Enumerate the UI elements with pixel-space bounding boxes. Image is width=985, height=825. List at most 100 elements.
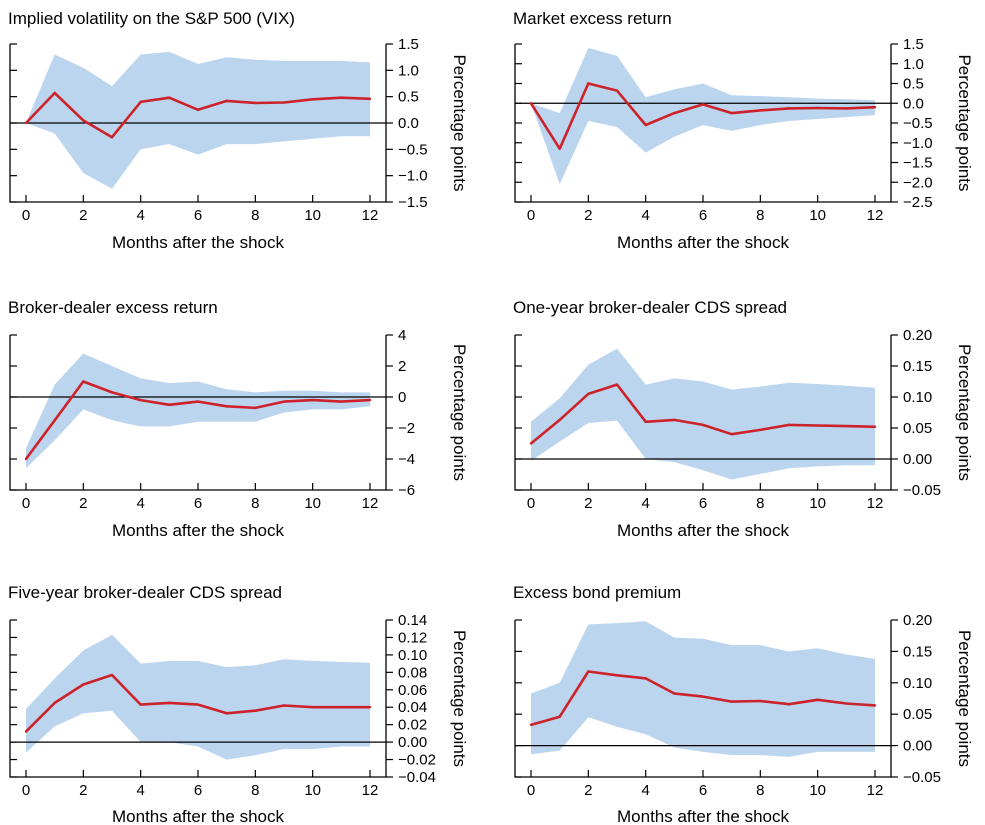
- data-point: [873, 106, 877, 109]
- data-point: [82, 119, 85, 122]
- data-point: [816, 424, 819, 427]
- data-point: [110, 673, 114, 677]
- y-axis-label: Percentage points: [955, 630, 974, 767]
- data-point: [730, 111, 733, 115]
- data-point: [110, 136, 114, 139]
- x-tick-label: 6: [699, 495, 707, 512]
- chart-panel-1: −1.5 −1.0 −0.5 0.0 0.5 1.0 1.5 0 2 4 6 8 10 12 Implied…: [8, 9, 469, 252]
- data-point: [615, 89, 619, 92]
- y-tick-label: 0.05: [903, 706, 932, 723]
- data-point: [368, 97, 372, 100]
- x-tick-label: 0: [22, 495, 30, 512]
- data-point: [787, 702, 791, 706]
- data-point: [701, 103, 705, 106]
- data-point: [644, 677, 647, 680]
- y-tick-label: −0.5: [903, 115, 933, 132]
- x-tick-label: 6: [699, 207, 707, 224]
- y-tick-label: 0.5: [903, 76, 924, 93]
- x-tick-label: 4: [641, 782, 649, 799]
- y-tick-label: 0.20: [903, 327, 932, 344]
- data-point: [701, 423, 705, 427]
- chart-title: Broker-dealer excess return: [8, 298, 218, 317]
- data-point: [24, 121, 28, 125]
- data-point: [368, 398, 372, 402]
- x-tick-label: 10: [809, 495, 826, 512]
- x-tick-label: 0: [527, 495, 535, 512]
- data-point: [24, 730, 28, 733]
- data-point: [82, 683, 85, 686]
- data-point: [254, 101, 257, 105]
- data-point: [282, 704, 286, 707]
- data-point: [311, 98, 314, 101]
- confidence-band: [26, 634, 370, 760]
- data-point: [730, 433, 733, 436]
- x-tick-label: 0: [527, 207, 535, 224]
- y-tick-label: −0.5: [398, 141, 428, 158]
- x-tick-label: 12: [362, 782, 379, 799]
- x-tick-label: 2: [584, 782, 592, 799]
- y-tick-label: −2: [398, 420, 415, 437]
- confidence-band: [531, 348, 875, 480]
- data-point: [196, 108, 200, 112]
- y-tick-label: 0.0: [903, 95, 924, 112]
- x-tick-label: 6: [699, 782, 707, 799]
- data-point: [110, 391, 114, 394]
- data-point: [282, 101, 286, 104]
- y-axis-label: Percentage points: [955, 54, 974, 191]
- confidence-band: [531, 48, 875, 185]
- x-axis-label: Months after the shock: [617, 807, 789, 825]
- y-tick-label: 0.10: [903, 389, 932, 406]
- data-point: [340, 706, 343, 709]
- x-tick-label: 10: [809, 782, 826, 799]
- data-point: [558, 418, 561, 422]
- y-tick-label: 0.04: [398, 699, 427, 716]
- x-tick-label: 12: [362, 495, 379, 512]
- data-point: [340, 400, 343, 403]
- y-tick-label: 4: [398, 327, 406, 344]
- y-axis-label: Percentage points: [450, 344, 469, 481]
- x-tick-label: 8: [251, 782, 259, 799]
- data-point: [340, 96, 343, 99]
- x-tick-label: 2: [584, 207, 592, 224]
- x-tick-label: 8: [756, 207, 764, 224]
- x-tick-label: 6: [194, 207, 202, 224]
- y-tick-label: −2.5: [903, 194, 933, 211]
- data-point: [587, 392, 590, 396]
- confidence-band: [26, 51, 370, 189]
- x-tick-label: 2: [79, 782, 87, 799]
- x-tick-label: 8: [756, 782, 764, 799]
- data-point: [254, 406, 257, 410]
- x-tick-label: 6: [194, 495, 202, 512]
- data-point: [558, 147, 561, 150]
- chart-title: Implied volatility on the S&P 500 (VIX): [8, 9, 295, 28]
- y-tick-label: 1.5: [903, 36, 924, 53]
- y-tick-label: 0.00: [398, 734, 427, 751]
- data-point: [701, 695, 705, 698]
- data-point: [730, 700, 733, 703]
- y-tick-label: 0.08: [398, 664, 427, 681]
- x-tick-label: 2: [79, 495, 87, 512]
- chart-panel-2: −2.5 −2.0 −1.5 −1.0 −0.5 0.0 0.5 1.0 1.5 0 2 4 6 8 10 1…: [513, 9, 974, 252]
- y-tick-label: 0.00: [903, 738, 932, 755]
- y-tick-label: 0: [398, 389, 406, 406]
- data-point: [168, 96, 171, 99]
- x-tick-label: 12: [867, 207, 884, 224]
- y-tick-label: 0.02: [398, 717, 427, 734]
- y-tick-label: 2: [398, 358, 406, 375]
- x-axis-label: Months after the shock: [617, 521, 789, 540]
- chart-panel-4: −0.05 0.00 0.05 0.10 0.15 0.20 0 2 4 6 8 10 12 One-ye…: [513, 298, 974, 540]
- x-axis-label: Months after the shock: [112, 521, 284, 540]
- y-tick-label: 0.05: [903, 420, 932, 437]
- y-tick-label: −1.0: [398, 168, 428, 185]
- data-point: [873, 704, 877, 707]
- chart-title: Excess bond premium: [513, 583, 681, 602]
- x-tick-label: 12: [867, 495, 884, 512]
- data-point: [225, 99, 228, 103]
- data-point: [53, 701, 56, 705]
- data-point: [615, 674, 619, 677]
- data-point: [845, 107, 848, 110]
- y-tick-label: 0.10: [398, 647, 427, 664]
- x-axis-label: Months after the shock: [112, 233, 284, 252]
- chart-panel-3: −6 −4 −2 0 2 4 0 2 4 6 8 10 12 Broker-dealer excess r…: [8, 298, 469, 540]
